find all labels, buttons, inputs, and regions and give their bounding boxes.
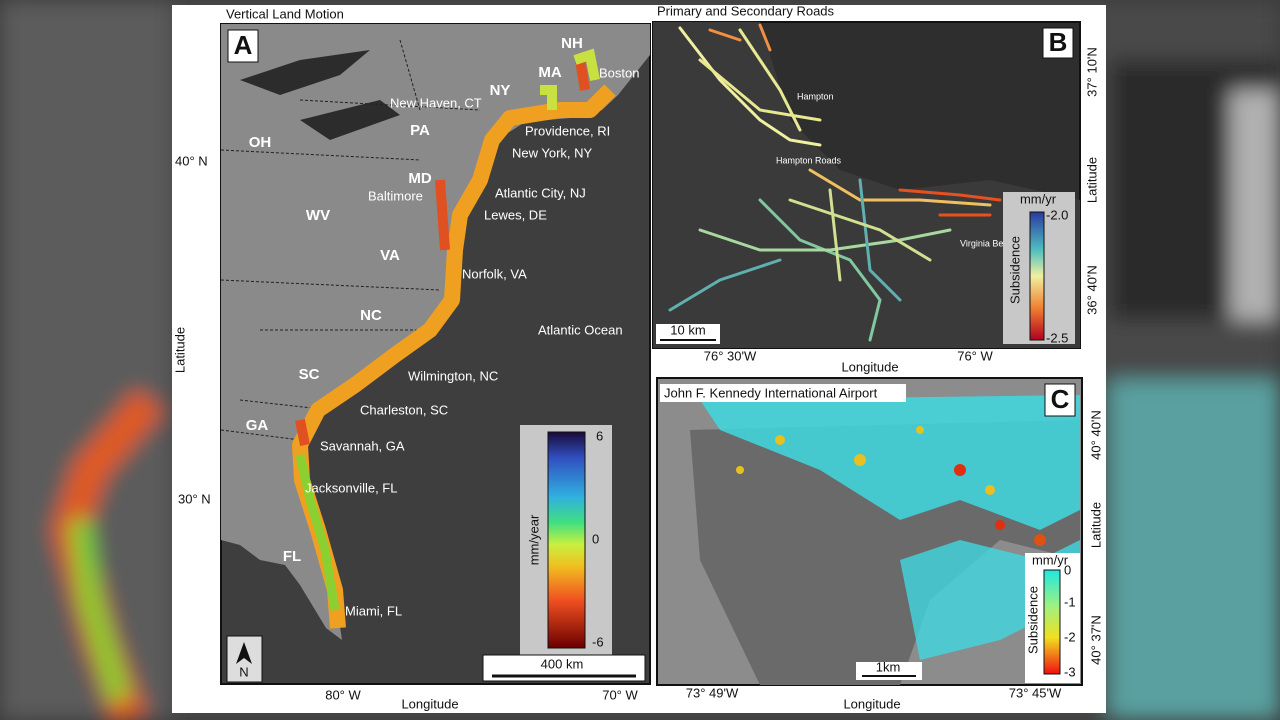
motion-strip-north xyxy=(540,48,600,110)
colorbar-label: Subsidence xyxy=(1025,586,1040,654)
scale-label: 1km xyxy=(876,659,901,674)
lat-label: 37° 10'N xyxy=(1084,47,1099,97)
city-label: Providence, RI xyxy=(525,123,610,138)
state-label: NC xyxy=(360,307,382,324)
colorbar xyxy=(1043,569,1061,675)
subsidence-area xyxy=(700,395,1080,530)
city-label: Miami, FL xyxy=(345,603,402,618)
city-label: Atlantic City, NJ xyxy=(495,185,586,200)
colorbar-tick: -2.5 xyxy=(1046,330,1068,345)
lat-title: Latitude xyxy=(172,327,187,373)
lat-title: Latitude xyxy=(1084,157,1099,203)
colorbar-unit: mm/yr xyxy=(1032,552,1069,567)
panel-letter: B xyxy=(1049,27,1068,57)
panel-letter-box xyxy=(1042,27,1074,59)
city-label: Wilmington, NC xyxy=(408,368,498,383)
colorbar-label: Subsidence xyxy=(1007,236,1022,304)
city-label: Jacksonville, FL xyxy=(305,480,397,495)
lon-title: Longitude xyxy=(841,359,898,374)
colorbar-tick: -2.0 xyxy=(1046,207,1068,222)
colorbar-unit: mm/yr xyxy=(1020,191,1057,206)
lat-label: 30° N xyxy=(178,491,211,506)
state-label: MA xyxy=(538,64,561,81)
lat-label: 40° N xyxy=(175,153,208,168)
roads xyxy=(668,23,1002,342)
colorbar-tick: 0 xyxy=(1064,562,1071,577)
motion-strip-high xyxy=(295,59,590,446)
panel-title: John F. Kennedy International Airport xyxy=(664,385,878,400)
colorbar xyxy=(1029,211,1045,341)
state-label: NH xyxy=(561,35,583,52)
panel-letter: A xyxy=(234,30,253,60)
colorbar-tick: 6 xyxy=(596,428,603,443)
state-label: SC xyxy=(299,366,320,383)
lat-label: 36° 40'N xyxy=(1084,265,1099,315)
lon-title: Longitude xyxy=(843,696,900,711)
panel-letter-box xyxy=(1044,383,1076,417)
panel-b: Primary and Secondary Roads Hampton Hamp… xyxy=(652,3,1099,374)
lon-label: 76° W xyxy=(957,348,993,363)
city-label: New York, NY xyxy=(512,145,593,160)
state-label: VA xyxy=(380,247,400,264)
lon-label: 80° W xyxy=(325,687,361,702)
colorbar-label: mm/year xyxy=(526,514,541,565)
city-label: New Haven, CT xyxy=(390,95,482,110)
city-label: Savannah, GA xyxy=(320,438,405,453)
lon-title: Longitude xyxy=(401,696,458,711)
lat-label: 40° 37'N xyxy=(1088,615,1103,665)
lat-label: 40° 40'N xyxy=(1088,410,1103,460)
colorbar-tick: -1 xyxy=(1064,594,1076,609)
place-label: Hampton Roads xyxy=(776,155,842,165)
colorbar-tick: -6 xyxy=(592,634,604,649)
lon-label: 76° 30'W xyxy=(704,348,757,363)
scale-label: 10 km xyxy=(670,322,705,337)
colorbar xyxy=(547,431,586,649)
lat-title: Latitude xyxy=(1088,502,1103,548)
lon-label: 73° 45'W xyxy=(1009,685,1062,700)
panel-letter: C xyxy=(1051,384,1070,414)
city-label: Baltimore xyxy=(368,188,423,203)
state-label: PA xyxy=(410,122,430,139)
state-label: GA xyxy=(246,417,269,434)
lon-label: 73° 49'W xyxy=(686,685,739,700)
state-borders xyxy=(220,39,481,441)
scale-label: 400 km xyxy=(541,656,584,671)
panel-title: Vertical Land Motion xyxy=(226,6,344,21)
panel-title-box xyxy=(660,384,906,402)
north-arrow xyxy=(236,642,252,664)
colorbar-tick: -2 xyxy=(1064,629,1076,644)
city-label: Boston xyxy=(599,65,639,80)
panel-letter-box xyxy=(227,29,259,63)
colorbar-tick: -3 xyxy=(1064,664,1076,679)
state-label: NY xyxy=(490,82,511,99)
panel-c: John F. Kennedy International Airport C … xyxy=(656,377,1103,711)
city-label: Norfolk, VA xyxy=(462,266,527,281)
north-label: N xyxy=(239,664,248,679)
state-label: FL xyxy=(283,548,301,565)
panel-a: Vertical Land Motion A NH MA NY PA OH MD… xyxy=(172,6,651,711)
panel-title: Primary and Secondary Roads xyxy=(657,3,835,18)
subsidence-spots xyxy=(736,426,1046,546)
place-label: Virginia Beach xyxy=(960,238,1018,248)
state-label: OH xyxy=(249,134,272,151)
city-label: Lewes, DE xyxy=(484,207,547,222)
place-label: Hampton xyxy=(797,91,834,101)
motion-strip-low xyxy=(295,454,340,611)
lakes xyxy=(240,50,400,140)
lon-label: 70° W xyxy=(602,687,638,702)
city-label: Charleston, SC xyxy=(360,402,448,417)
colorbar-tick: 0 xyxy=(592,531,599,546)
state-label: WV xyxy=(306,207,330,224)
ocean-label: Atlantic Ocean xyxy=(538,322,623,337)
state-label: MD xyxy=(408,170,431,187)
